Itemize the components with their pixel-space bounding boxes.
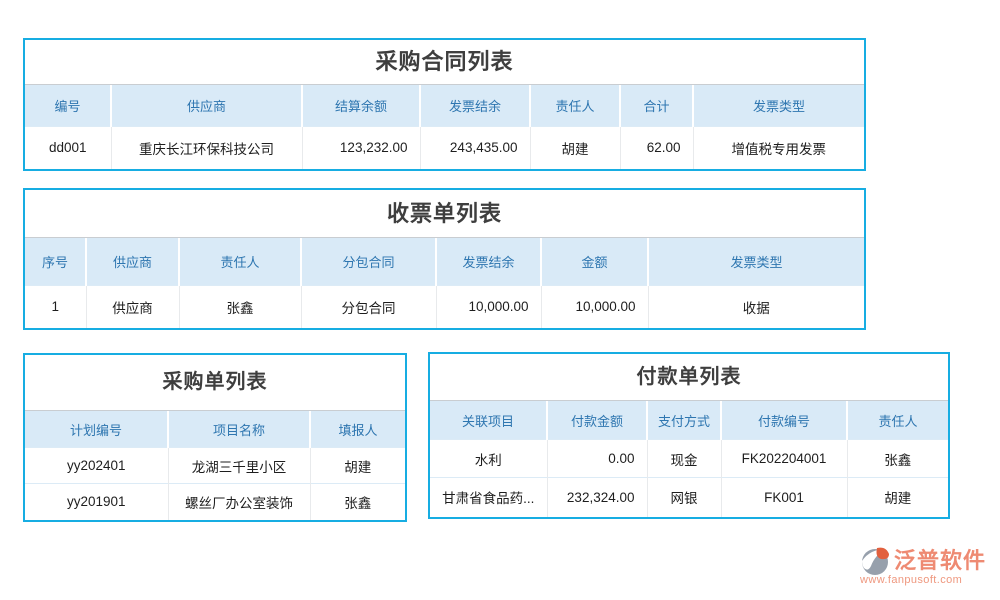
fanpu-logo-icon [860,545,892,577]
purchase-order-title: 采购单列表 [25,355,405,411]
table-row: 水利 0.00 现金 FK202204001 张鑫 [430,439,948,478]
cell: 张鑫 [178,285,301,328]
column-header: 供应商 [110,85,302,127]
cell: 分包合同 [300,285,436,328]
cell: 1 [25,285,86,328]
cell: yy201901 [25,483,168,520]
column-header: 付款金额 [546,401,647,440]
logo-url-link[interactable]: www.fanpusoft.com [860,574,963,586]
cell: 胡建 [846,477,948,517]
payment-title: 付款单列表 [430,354,948,401]
cell: 供应商 [85,285,179,328]
column-header: 金额 [540,238,648,286]
logo-brand-text: 泛普软件 [894,548,987,573]
purchase-order-grid: 计划编号 项目名称 填报人 yy202401 龙湖三千里小区 胡建 yy2019… [25,411,405,520]
column-header: 合计 [619,85,693,127]
cell: 收据 [647,285,864,328]
column-header: 供应商 [85,238,179,286]
cell: 水利 [430,439,547,478]
cell: 螺丝厂办公室装饰 [167,483,310,520]
column-header: 编号 [25,85,111,127]
column-header: 计划编号 [25,411,168,448]
column-header: 关联项目 [430,401,547,440]
column-header: 支付方式 [646,401,721,440]
receipt-title: 收票单列表 [25,190,864,238]
cell: 243,435.00 [419,126,530,169]
cell: 重庆长江环保科技公司 [110,126,302,169]
table-row: 1 供应商 张鑫 分包合同 10,000.00 10,000.00 收据 [25,285,864,328]
cell: 张鑫 [846,439,948,478]
header-row: 编号 供应商 结算余额 发票结余 责任人 合计 发票类型 [25,85,864,127]
cell: 胡建 [529,126,620,169]
column-header: 发票结余 [419,85,530,127]
purchase-contract-title: 采购合同列表 [25,40,864,85]
receipt-table: 收票单列表 序号 供应商 责任人 分包合同 发票结余 金额 发票类型 1 供应商… [23,188,866,330]
cell: 甘肃省食品药... [430,477,547,517]
fanpu-logo: 泛普软件 www.fanpusoft.com [860,545,996,586]
column-header: 分包合同 [300,238,436,286]
cell: 232,324.00 [546,477,647,517]
table-row: yy202401 龙湖三千里小区 胡建 [25,447,405,484]
cell: FK202204001 [720,439,847,478]
header-row: 计划编号 项目名称 填报人 [25,411,405,448]
table-row: yy201901 螺丝厂办公室装饰 张鑫 [25,483,405,520]
cell: FK001 [720,477,847,517]
cell: 62.00 [619,126,693,169]
cell: 增值税专用发票 [692,126,864,169]
payment-table: 付款单列表 关联项目 付款金额 支付方式 付款编号 责任人 水利 0.00 现金… [428,352,950,519]
header-row: 关联项目 付款金额 支付方式 付款编号 责任人 [430,401,948,440]
column-header: 发票类型 [647,238,864,286]
column-header: 项目名称 [167,411,310,448]
column-header: 发票类型 [692,85,864,127]
column-header: 序号 [25,238,86,286]
purchase-contract-grid: 编号 供应商 结算余额 发票结余 责任人 合计 发票类型 dd001 重庆长江环… [25,85,864,169]
purchase-order-table: 采购单列表 计划编号 项目名称 填报人 yy202401 龙湖三千里小区 胡建 … [23,353,407,522]
cell: 张鑫 [309,483,405,520]
column-header: 填报人 [309,411,405,448]
cell: 网银 [646,477,721,517]
cell: 123,232.00 [301,126,420,169]
cell: 龙湖三千里小区 [167,447,310,484]
purchase-contract-table: 采购合同列表 编号 供应商 结算余额 发票结余 责任人 合计 发票类型 dd00… [23,38,866,171]
cell: 10,000.00 [540,285,648,328]
receipt-grid: 序号 供应商 责任人 分包合同 发票结余 金额 发票类型 1 供应商 张鑫 分包… [25,238,864,328]
column-header: 责任人 [529,85,620,127]
column-header: 责任人 [178,238,301,286]
cell: 现金 [646,439,721,478]
column-header: 结算余额 [301,85,420,127]
table-row: dd001 重庆长江环保科技公司 123,232.00 243,435.00 胡… [25,126,864,169]
cell: dd001 [25,126,111,169]
cell: 胡建 [309,447,405,484]
cell: yy202401 [25,447,168,484]
cell: 0.00 [546,439,647,478]
column-header: 发票结余 [435,238,541,286]
header-row: 序号 供应商 责任人 分包合同 发票结余 金额 发票类型 [25,238,864,286]
column-header: 责任人 [846,401,948,440]
column-header: 付款编号 [720,401,847,440]
cell: 10,000.00 [435,285,541,328]
table-row: 甘肃省食品药... 232,324.00 网银 FK001 胡建 [430,477,948,517]
payment-grid: 关联项目 付款金额 支付方式 付款编号 责任人 水利 0.00 现金 FK202… [430,401,948,517]
